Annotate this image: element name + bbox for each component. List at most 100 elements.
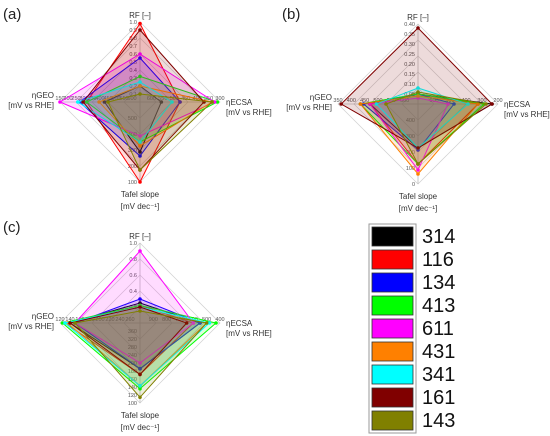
tick-label-left: 250	[71, 96, 80, 102]
panel-label: (a)	[3, 6, 21, 23]
axis-title-right: ηECSA	[504, 100, 531, 109]
series-point-161	[81, 100, 85, 104]
series-point-116	[138, 21, 142, 26]
tick-label-top: 0.4	[129, 289, 137, 295]
tick-label-right: 550	[158, 96, 167, 102]
tick-label-right: 800	[162, 317, 171, 323]
legend-frame	[368, 223, 417, 434]
tick-label-bottom: 500	[128, 116, 137, 122]
tick-label-bottom: 320	[128, 337, 137, 343]
tick-label-top: 0.40	[404, 22, 415, 28]
tick-label-left: 200	[63, 96, 72, 102]
series-area-143	[74, 310, 208, 399]
series-point-134	[178, 100, 182, 104]
tick-label-left: 140	[65, 317, 74, 323]
axis-title-bottom: Tafel slope	[121, 411, 160, 420]
tick-label-right: 400	[215, 317, 224, 323]
axis-title-left: ηGEO	[32, 91, 54, 100]
series-point-413	[214, 321, 218, 325]
axis-title-left-unit: [mV vs RHE]	[8, 101, 54, 110]
tick-label-right: 300	[477, 98, 486, 104]
axis-title-bottom-unit: [mV dec⁻¹]	[121, 202, 159, 211]
series-point-134	[452, 102, 456, 106]
axis-title-right-unit: [mV vs RHE]	[226, 108, 272, 117]
series-point-413	[138, 386, 142, 391]
legend-label-611: 611	[422, 318, 454, 340]
tick-label-bottom: 200	[128, 164, 137, 170]
tick-label-top: 0.8	[129, 257, 137, 263]
series-point-143	[138, 168, 142, 172]
tick-label-top: 0.30	[404, 42, 415, 48]
tick-label-right: 500	[202, 317, 211, 323]
series-point-431	[138, 144, 142, 148]
tick-label-left: 150	[55, 96, 64, 102]
tick-label-right: 200	[493, 98, 502, 104]
series-point-161	[490, 102, 494, 106]
tick-label-right: 700	[175, 317, 184, 323]
tick-label-bottom: 120	[128, 393, 137, 399]
series-point-413	[60, 321, 65, 325]
tick-label-bottom: 300	[406, 134, 415, 140]
tick-label-bottom: 300	[128, 148, 137, 154]
series-point-611	[212, 100, 217, 104]
tick-label-bottom: 180	[128, 369, 137, 375]
series-point-341	[170, 100, 174, 104]
tick-label-top: 0.1	[129, 92, 137, 98]
series-point-161	[416, 26, 420, 30]
legend-swatch-314	[371, 226, 414, 247]
tick-label-bottom: 100	[128, 401, 137, 407]
series-point-134	[138, 154, 142, 158]
tick-label-top: 0.20	[404, 62, 415, 68]
tick-label-top: 1.0	[129, 20, 137, 26]
tick-label-right: 900	[149, 317, 158, 323]
tick-label-left: 500	[111, 96, 120, 102]
series-point-143	[204, 321, 209, 325]
tick-label-bottom: 400	[128, 132, 137, 138]
series-point-431	[416, 172, 420, 176]
series-point-413	[215, 100, 220, 104]
legend-swatch-431	[371, 341, 414, 362]
legend-label-341: 341	[422, 364, 455, 386]
legend-swatch-134	[371, 272, 414, 293]
tick-label-top: 1.0	[129, 241, 137, 247]
legend-label-314: 314	[422, 226, 455, 248]
series-point-143	[484, 102, 488, 106]
series-point-314	[102, 100, 107, 104]
axis-title-top: RF [–]	[407, 13, 429, 22]
series-point-161	[416, 146, 420, 150]
series-point-143	[138, 92, 142, 96]
series-point-143	[138, 309, 142, 313]
series-area-143	[107, 93, 214, 171]
series-point-611	[138, 134, 142, 138]
tick-label-bottom: 280	[128, 345, 137, 351]
series-point-161	[138, 372, 142, 377]
series-point-134	[138, 366, 142, 371]
series-point-314	[138, 150, 142, 154]
series-point-161	[68, 321, 72, 325]
axis-title-bottom: Tafel slope	[121, 190, 160, 199]
series-point-611	[446, 102, 450, 106]
series-point-341	[138, 384, 142, 388]
series-point-413	[138, 74, 142, 79]
tick-label-left: 400	[95, 96, 104, 102]
tick-label-top: 0.35	[404, 32, 415, 38]
panel-label: (b)	[282, 6, 300, 23]
axis-title-right-unit: [mV vs RHE]	[504, 110, 550, 119]
series-point-143	[384, 102, 388, 106]
series-point-143	[416, 162, 420, 166]
tick-label-bottom: 100	[406, 166, 415, 172]
legend-label-431: 431	[422, 341, 455, 363]
axis-title-bottom-unit: [mV dec⁻¹]	[121, 423, 159, 432]
legend-swatch-413	[371, 295, 414, 316]
tick-label-bottom: 200	[406, 150, 415, 156]
series-point-341	[63, 321, 67, 325]
series-point-341	[138, 140, 142, 144]
tick-label-right: 300	[215, 96, 224, 102]
tick-label-left: 240	[115, 317, 124, 323]
series-point-431	[138, 84, 142, 88]
tick-label-left: 600	[400, 98, 409, 104]
